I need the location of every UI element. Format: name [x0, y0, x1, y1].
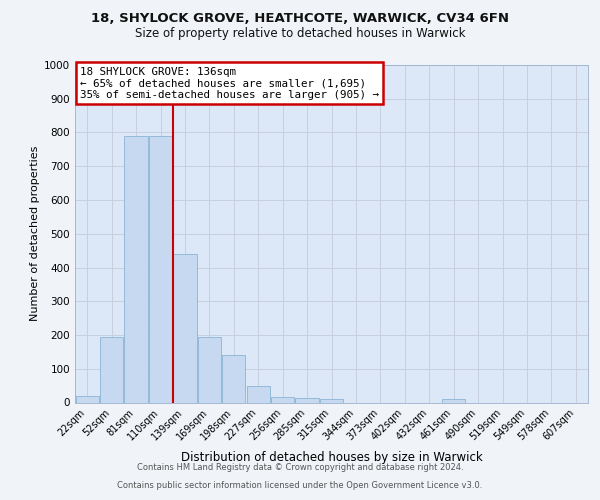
Bar	[149, 136, 172, 402]
Bar	[247, 386, 270, 402]
Bar	[100, 336, 123, 402]
Text: 18 SHYLOCK GROVE: 136sqm
← 65% of detached houses are smaller (1,695)
35% of sem: 18 SHYLOCK GROVE: 136sqm ← 65% of detach…	[80, 66, 379, 100]
Text: 18, SHYLOCK GROVE, HEATHCOTE, WARWICK, CV34 6FN: 18, SHYLOCK GROVE, HEATHCOTE, WARWICK, C…	[91, 12, 509, 26]
Bar	[295, 398, 319, 402]
X-axis label: Distribution of detached houses by size in Warwick: Distribution of detached houses by size …	[181, 450, 482, 464]
Bar	[222, 355, 245, 403]
Bar	[198, 336, 221, 402]
Bar	[271, 398, 294, 402]
Bar	[76, 396, 99, 402]
Text: Contains public sector information licensed under the Open Government Licence v3: Contains public sector information licen…	[118, 481, 482, 490]
Text: Contains HM Land Registry data © Crown copyright and database right 2024.: Contains HM Land Registry data © Crown c…	[137, 464, 463, 472]
Bar	[173, 254, 197, 402]
Bar	[320, 399, 343, 402]
Text: Size of property relative to detached houses in Warwick: Size of property relative to detached ho…	[135, 28, 465, 40]
Y-axis label: Number of detached properties: Number of detached properties	[30, 146, 40, 322]
Bar	[124, 136, 148, 402]
Bar	[442, 399, 465, 402]
